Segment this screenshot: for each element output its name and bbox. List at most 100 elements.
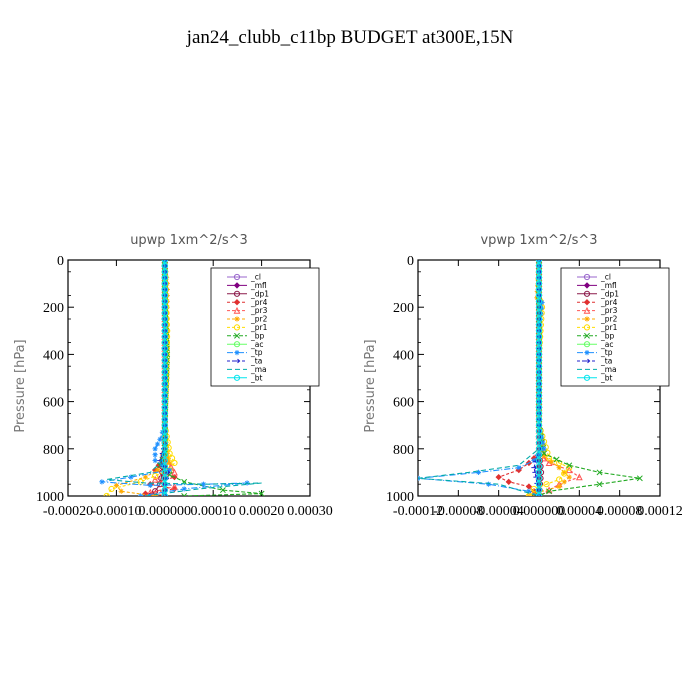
series-marker_pr2 [556, 465, 562, 471]
series-marker_bt [535, 286, 543, 293]
series-marker_bt [161, 327, 168, 334]
y-tick-label: 1000 [36, 490, 64, 505]
legend-label: _pr2 [600, 315, 618, 324]
legend-label: _bt [250, 373, 263, 382]
series-marker_bt [161, 451, 168, 458]
series-marker_tp [516, 465, 522, 471]
series-marker_bt [161, 363, 168, 370]
series-marker_bt [161, 392, 168, 399]
series-marker_bt [535, 321, 543, 328]
series-marker_tp [526, 488, 532, 494]
series-marker_bt [161, 439, 168, 446]
series-marker_bp [546, 488, 553, 495]
series-marker_bt [535, 327, 543, 334]
series-marker_pr2 [118, 488, 124, 494]
x-tick-label: -0.00010 [91, 504, 141, 519]
series-marker_bt [161, 380, 168, 387]
series-marker_bt [161, 286, 168, 293]
series-marker_tp [147, 482, 153, 488]
legend-label: _ac [250, 340, 263, 349]
series-marker_bp [219, 487, 226, 494]
legend-label: _ta [250, 357, 262, 366]
series-marker_bt [535, 345, 543, 352]
series-marker_bt [535, 457, 543, 464]
vpwp-panel: vpwp 1xm^2/s^3 Pressure [hPa] 0 200 400 600 80… [363, 233, 683, 519]
series-marker_bt [535, 262, 543, 269]
series-marker_bt [535, 274, 543, 281]
series-marker_bt [161, 457, 168, 464]
x-tick-label: -0.00020 [43, 504, 93, 519]
legend-label: _ta [600, 357, 612, 366]
series-marker_bt [535, 380, 543, 387]
series-marker_bt [535, 492, 543, 496]
series-marker_bt [535, 339, 543, 346]
series-marker_bt [535, 475, 543, 482]
legend-label: _dp1 [250, 289, 269, 298]
series-marker_pr3 [151, 475, 159, 483]
series-marker_bp [553, 456, 560, 463]
series-marker_pr1 [108, 485, 115, 493]
series-marker_bp [541, 450, 547, 457]
x-tick-label: 0.00008 [597, 504, 643, 519]
legend-marker [233, 299, 241, 306]
y-tick-label: 800 [393, 443, 414, 458]
series-marker_bp [636, 475, 643, 482]
series-marker_tp [152, 452, 158, 458]
series-marker_pr2 [163, 439, 169, 445]
series-marker_ta [162, 260, 169, 263]
series-marker_pr2 [142, 474, 149, 480]
series-marker_tp [167, 467, 173, 473]
legend-marker [584, 358, 591, 364]
series-marker_bt [535, 392, 543, 399]
series-marker_bt [535, 304, 543, 311]
series-marker_bt [161, 374, 168, 382]
legend-label: _pr4 [250, 298, 268, 307]
panel-title: vpwp 1xm^2/s^3 [480, 233, 597, 248]
series-marker_bp [258, 490, 265, 496]
legend-label: _pr1 [600, 323, 618, 332]
series-marker_bt [161, 463, 168, 470]
series-marker_bt [161, 260, 168, 264]
series-marker_bt [535, 260, 543, 264]
series-marker_pr1 [103, 492, 110, 496]
series-marker_bt [535, 410, 543, 417]
x-tick-label: -0.00008 [433, 504, 483, 519]
series-marker_bt [161, 481, 168, 488]
series-marker_tp [475, 469, 482, 475]
series-marker_pr1 [561, 470, 568, 477]
y-tick-label: 600 [393, 396, 414, 411]
x-tick-label: 0.00004 [557, 504, 603, 519]
y-tick-label: 1000 [386, 490, 414, 505]
series-marker_bt [535, 292, 543, 299]
series-marker_bt [161, 357, 168, 364]
series-line_pr4 [497, 260, 540, 496]
y-tick-label: 200 [393, 301, 414, 316]
series-marker_ta [536, 493, 543, 496]
series-marker_bp [596, 469, 603, 476]
series-marker_pr2 [164, 445, 170, 451]
series-marker_tp [154, 441, 161, 447]
series-marker_tp [152, 458, 158, 464]
legend-marker [584, 316, 590, 322]
y-tick-label: 600 [43, 396, 64, 411]
series-marker_tp [200, 481, 207, 487]
series-marker_pr4 [505, 478, 512, 486]
legend-label: _tp [250, 348, 263, 357]
x-tick-label: 0.00010 [190, 504, 236, 519]
series-marker_bt [161, 422, 168, 429]
series-marker_bt [535, 280, 543, 287]
series-marker_pr4 [495, 473, 502, 481]
series-group [99, 260, 265, 496]
x-tick-label: 0.000000 [139, 504, 192, 519]
series-marker_pr2 [561, 469, 567, 475]
legend-label: _pr1 [250, 323, 268, 332]
series-marker_bt [161, 310, 168, 317]
legend-marker [583, 341, 591, 348]
legend-label: _ac [600, 340, 613, 349]
x-tick-label: -0.00012 [393, 504, 443, 519]
series-marker_bt [535, 433, 543, 441]
series-marker_bt [535, 439, 543, 446]
series-marker_pr3 [171, 482, 178, 490]
legend-marker [233, 273, 241, 281]
legend-marker [584, 332, 590, 339]
